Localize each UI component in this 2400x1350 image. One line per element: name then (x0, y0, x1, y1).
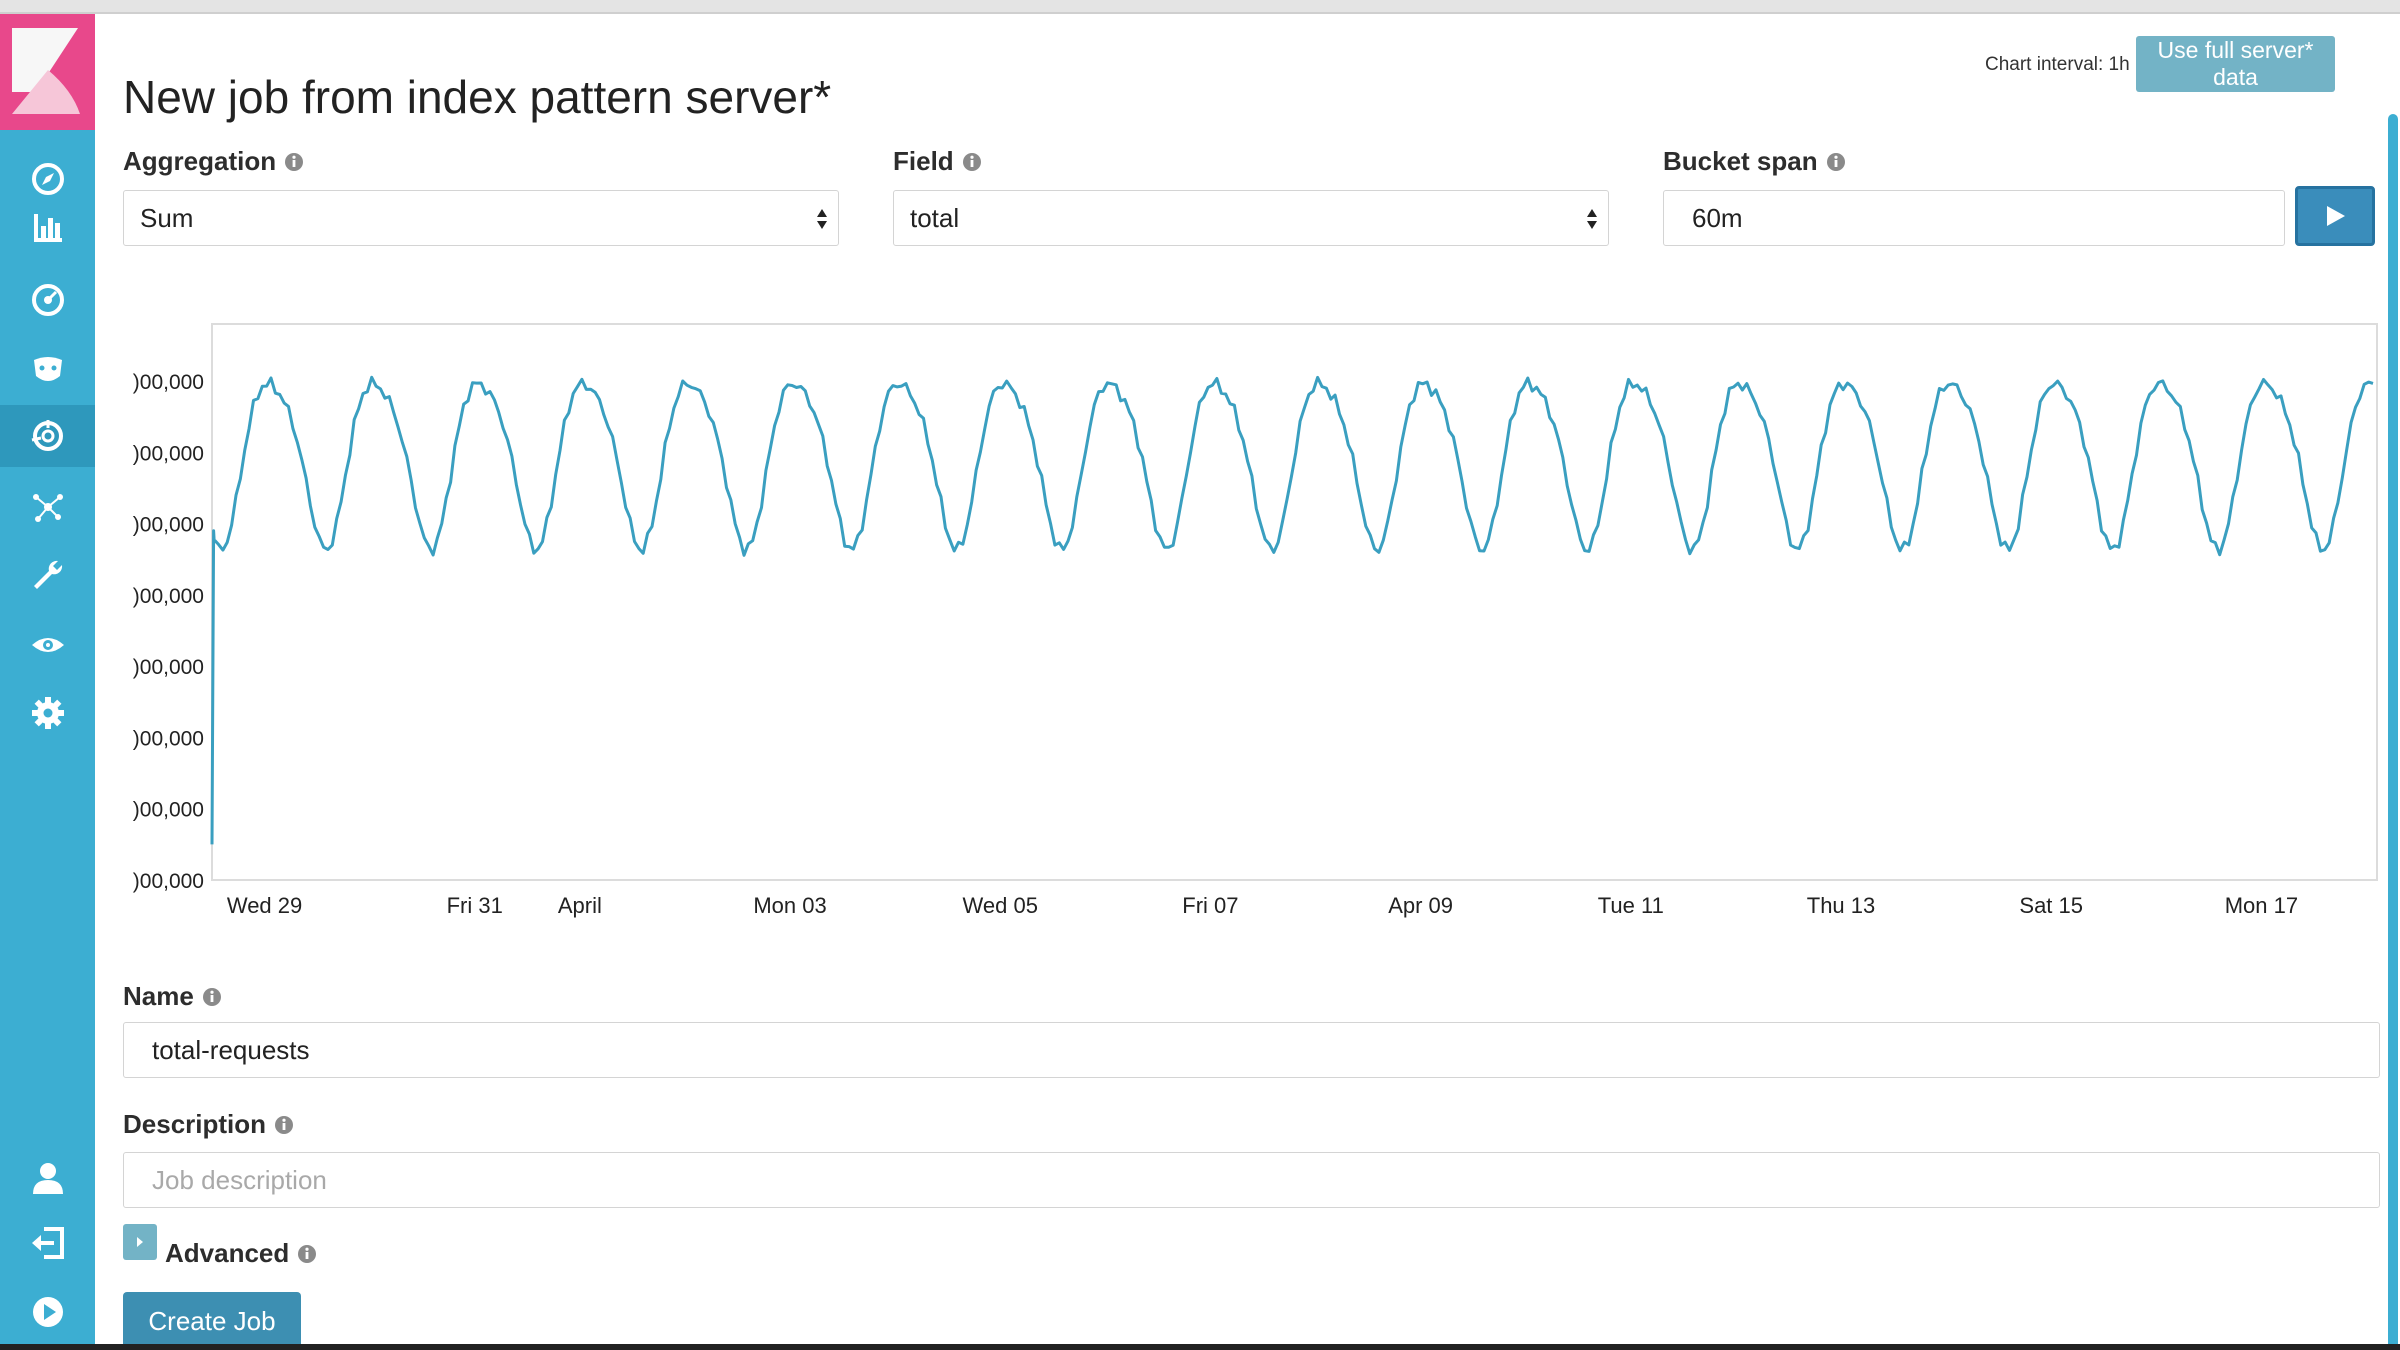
page-title: New job from index pattern server* (123, 71, 832, 123)
advanced-label[interactable]: Advanced (165, 1238, 317, 1269)
y-tick-label: )00,000 (133, 371, 204, 394)
aggregation-select[interactable]: Sum (123, 190, 839, 246)
select-arrows-icon (1587, 209, 1597, 229)
y-tick-label: )00,000 (133, 870, 204, 893)
name-label: Name (123, 981, 222, 1012)
y-tick-label: )00,000 (133, 514, 204, 537)
x-tick-label: Mon 17 (2225, 893, 2298, 918)
window-bottom-strip (0, 1344, 2400, 1350)
job-name-input[interactable]: total-requests (123, 1022, 2380, 1078)
sidebar-item-logout[interactable] (0, 1212, 95, 1274)
gear-icon (31, 697, 64, 729)
play-icon (2327, 206, 2345, 226)
main-content: New job from index pattern server* Chart… (95, 14, 2400, 1350)
job-name-value: total-requests (152, 1034, 310, 1065)
job-description-input[interactable]: Job description (123, 1152, 2380, 1208)
sidebar-item-user[interactable] (0, 1147, 95, 1209)
select-arrows-icon (817, 209, 827, 229)
y-tick-label: )00,000 (133, 727, 204, 750)
browser-top-strip (0, 0, 2400, 14)
name-label-text: Name (123, 981, 194, 1011)
x-tick-label: Wed 05 (963, 893, 1038, 918)
bucket-span-label: Bucket span (1663, 146, 1846, 177)
chevron-right-icon (137, 1237, 143, 1247)
wrench-icon (33, 560, 62, 589)
timelion-icon (33, 357, 62, 381)
sidebar-item-visualize[interactable] (0, 197, 95, 259)
info-icon[interactable] (284, 152, 304, 172)
job-preview-chart: )00,000 )00,000 )00,000 )00,000 )00,000 )00,0… (133, 323, 2378, 918)
x-tick-label: Fri 07 (1182, 893, 1238, 918)
sidebar-item-monitoring[interactable] (0, 614, 95, 676)
bucket-span-value: 60m (1692, 202, 1743, 233)
sidebar-item-management[interactable] (0, 682, 95, 744)
description-label-text: Description (123, 1109, 267, 1139)
create-job-button[interactable]: Create Job (123, 1292, 301, 1350)
compass-icon (31, 163, 64, 195)
job-description-placeholder: Job description (152, 1164, 327, 1195)
aggregation-label-text: Aggregation (123, 146, 277, 176)
page-scrollbar[interactable] (2388, 114, 2398, 1350)
sidebar-item-collapse[interactable] (0, 1281, 95, 1343)
aggregation-select-value: Sum (140, 202, 194, 233)
play-circle-icon (32, 1297, 63, 1327)
dashboard-icon (31, 284, 64, 316)
user-icon (32, 1163, 63, 1194)
info-icon[interactable] (297, 1244, 317, 1264)
kibana-logo[interactable] (0, 14, 95, 130)
sidebar-item-machine-learning[interactable] (0, 405, 95, 467)
chart-plot-frame (211, 323, 2378, 881)
field-label: Field (893, 146, 982, 177)
x-tick-label: Sat 15 (2019, 893, 2083, 918)
field-label-text: Field (893, 146, 954, 176)
x-tick-label: April (558, 893, 602, 918)
advanced-label-text: Advanced (165, 1238, 290, 1268)
sidebar-item-dashboard[interactable] (0, 269, 95, 331)
sidebar-item-timelion[interactable] (0, 339, 95, 401)
x-tick-label: Thu 13 (1807, 893, 1876, 918)
chart-interval-label: Chart interval: 1h (1985, 54, 2130, 75)
info-icon[interactable] (202, 987, 222, 1007)
aggregation-label: Aggregation (123, 146, 304, 177)
bucket-span-label-text: Bucket span (1663, 146, 1818, 176)
description-label: Description (123, 1109, 294, 1140)
y-tick-label: )00,000 (133, 442, 204, 465)
use-full-data-button[interactable]: Use full server* data (2136, 36, 2335, 92)
sidebar-item-discover[interactable] (0, 148, 95, 210)
x-tick-label: Fri 31 (447, 893, 503, 918)
sidebar-item-graph[interactable] (0, 476, 95, 538)
y-tick-label: )00,000 (133, 799, 204, 822)
kibana-logo-icon (0, 14, 95, 130)
estimate-bucket-span-button[interactable] (2295, 186, 2375, 246)
y-tick-label: )00,000 (133, 585, 204, 608)
advanced-toggle-button[interactable] (123, 1224, 157, 1260)
bar-chart-icon (33, 214, 62, 242)
y-tick-label: )00,000 (133, 656, 204, 679)
eye-icon (31, 638, 64, 652)
logout-icon (31, 1227, 64, 1259)
sidebar (0, 14, 95, 1344)
sidebar-item-dev-tools[interactable] (0, 544, 95, 606)
x-tick-label: Mon 03 (753, 893, 826, 918)
info-icon[interactable] (274, 1115, 294, 1135)
x-tick-label: Apr 09 (1388, 893, 1453, 918)
x-tick-label: Tue 11 (1598, 893, 1664, 918)
field-select[interactable]: total (893, 190, 1609, 246)
x-tick-label: Wed 29 (227, 893, 302, 918)
graph-icon (32, 494, 63, 522)
series-line (210, 375, 2374, 845)
info-icon[interactable] (1826, 152, 1846, 172)
field-select-value: total (910, 202, 960, 233)
bucket-span-input[interactable]: 60m (1663, 190, 2285, 246)
info-icon[interactable] (962, 152, 982, 172)
machine-learning-icon (31, 420, 63, 451)
